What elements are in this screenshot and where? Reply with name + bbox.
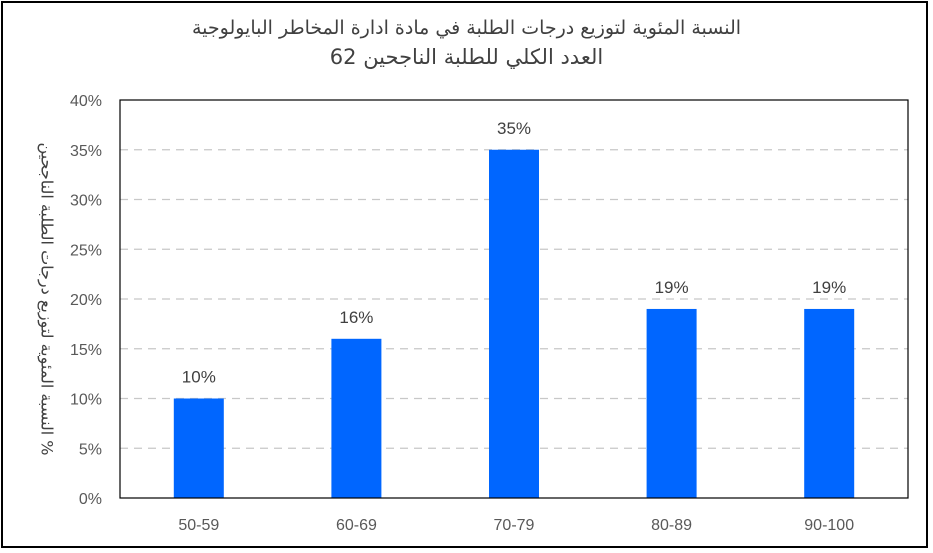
- x-tick-label: 50-59: [178, 517, 219, 534]
- data-label: 19%: [655, 278, 689, 297]
- bar-60-69: [331, 338, 382, 498]
- x-tick-label: 80-89: [651, 517, 692, 534]
- plot-area-border: [119, 99, 909, 499]
- y-tick-label: 25%: [70, 242, 102, 259]
- y-axis-ticks: 0% 5% 10% 15% 20% 25% 30% 35% 40%: [70, 93, 102, 508]
- chart-title-line-2: العدد الكلي للطلبة الناجحين 62: [329, 45, 604, 69]
- data-label: 19%: [812, 278, 846, 297]
- y-tick-label: 30%: [70, 193, 102, 210]
- data-labels: 10% 16% 35% 19% 19%: [182, 119, 846, 387]
- x-tick-label: 90-100: [804, 517, 854, 534]
- y-tick-label: 10%: [70, 392, 102, 409]
- y-tick-label: 0%: [79, 491, 102, 508]
- chart-title-line-1: النسبة المئوية لتوزيع درجات الطلبة في ما…: [191, 17, 742, 39]
- y-tick-label: 35%: [70, 143, 102, 160]
- y-tick-label: 40%: [70, 93, 102, 110]
- y-tick-label: 20%: [70, 292, 102, 309]
- data-label: 35%: [497, 119, 531, 138]
- bars: [173, 149, 855, 498]
- y-tick-label: 15%: [70, 342, 102, 359]
- x-axis-ticks: 50-59 60-69 70-79 80-89 90-100: [178, 517, 854, 534]
- bar-90-100: [804, 308, 855, 498]
- data-label: 10%: [182, 368, 216, 387]
- bar-70-79: [489, 149, 539, 498]
- y-axis-title: % النسبة المئوية لتوزيع درجات الطلبة الن…: [37, 143, 57, 456]
- bar-50-59: [173, 398, 224, 498]
- y-tick-label: 5%: [79, 441, 102, 458]
- bar-80-89: [646, 308, 697, 498]
- x-tick-label: 70-79: [494, 517, 535, 534]
- chart-title: النسبة المئوية لتوزيع درجات الطلبة في ما…: [0, 14, 933, 72]
- data-label: 16%: [339, 308, 373, 327]
- x-tick-label: 60-69: [336, 517, 377, 534]
- plot-area-border: [119, 99, 909, 499]
